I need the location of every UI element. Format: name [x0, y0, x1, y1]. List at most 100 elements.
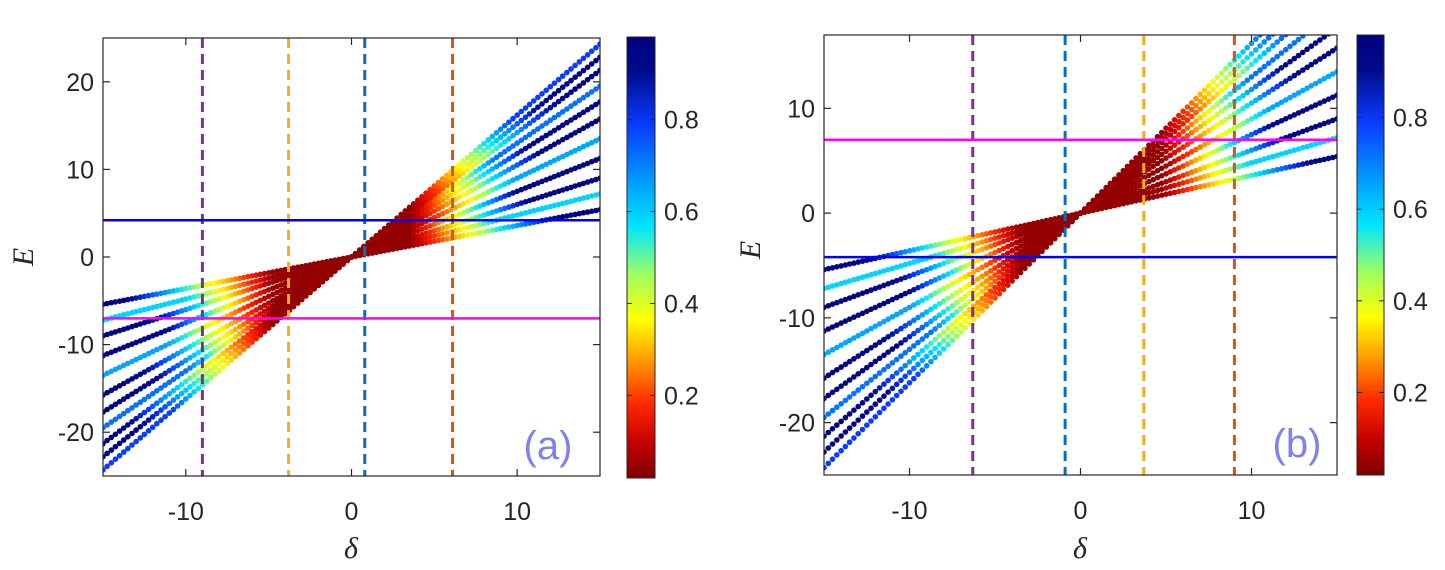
data-point: [1325, 155, 1332, 162]
data-point: [191, 380, 197, 387]
data-point: [1270, 35, 1276, 37]
data-point: [1158, 145, 1165, 152]
data-point: [220, 286, 226, 293]
data-point: [1150, 142, 1156, 149]
data-point: [489, 133, 496, 140]
data-point: [154, 410, 160, 417]
data-point: [282, 271, 289, 277]
y-tick-label: -20: [779, 410, 815, 438]
data-point: [1261, 92, 1268, 98]
data-point: [1206, 117, 1212, 124]
data-point: [825, 326, 832, 332]
data-point: [953, 237, 960, 244]
data-point: [431, 233, 438, 239]
data-point: [1137, 171, 1144, 178]
data-point: [473, 160, 479, 167]
data-point: [568, 89, 574, 95]
data-point: [1158, 180, 1165, 186]
data-point: [191, 329, 197, 335]
data-point: [228, 350, 235, 357]
data-point: [855, 403, 861, 410]
data-point: [1240, 174, 1246, 181]
data-point: [915, 299, 921, 306]
data-point: [1193, 126, 1199, 133]
data-point: [1188, 106, 1195, 113]
data-point: [1334, 25, 1340, 31]
data-point: [1244, 55, 1250, 61]
data-point: [825, 445, 832, 451]
data-point: [945, 295, 951, 302]
data-point: [1308, 104, 1315, 110]
data-point: [1022, 230, 1028, 237]
data-point: [881, 300, 887, 307]
data-point: [555, 125, 562, 131]
data-point: [108, 387, 115, 394]
data-point: [851, 435, 857, 441]
data-point: [893, 356, 900, 363]
data-point: [923, 244, 930, 250]
colorbar-tick-label: 0.8: [1393, 105, 1428, 133]
data-point: [987, 268, 994, 274]
data-point: [1005, 262, 1011, 269]
data-point: [178, 381, 185, 388]
data-point: [203, 353, 210, 360]
data-point: [1231, 125, 1238, 131]
data-point: [381, 225, 388, 232]
data-point: [154, 303, 160, 310]
data-point: [145, 393, 152, 400]
data-point: [572, 114, 578, 121]
data-point: [996, 247, 1003, 254]
data-point: [207, 332, 214, 339]
data-point: [1227, 80, 1233, 86]
data-point: [431, 208, 438, 214]
data-point: [825, 460, 832, 467]
data-point: [1227, 141, 1233, 148]
data-point: [580, 125, 587, 131]
data-point: [1201, 94, 1208, 101]
data-point: [1188, 129, 1195, 136]
data-point: [1017, 258, 1024, 264]
data-point: [183, 396, 189, 402]
data-point: [1167, 190, 1174, 197]
data-point: [979, 246, 985, 252]
data-point: [1017, 269, 1024, 276]
data-point: [1163, 130, 1169, 137]
data-point: [133, 388, 139, 395]
data-point: [996, 285, 1003, 292]
data-point: [1210, 125, 1216, 131]
data-point: [228, 320, 235, 327]
data-point: [992, 257, 998, 264]
data-point: [1223, 105, 1229, 111]
data-point: [953, 278, 960, 285]
data-point: [1304, 46, 1310, 53]
data-point: [962, 302, 968, 308]
data-point: [911, 271, 917, 278]
data-point: [261, 288, 268, 295]
data-point: [241, 346, 247, 353]
data-point: [1043, 244, 1050, 250]
data-point: [1201, 153, 1208, 159]
data-point: [1312, 158, 1319, 164]
data-point: [1304, 64, 1310, 71]
data-point: [1005, 257, 1011, 263]
data-point: [207, 351, 214, 357]
data-point: [838, 447, 844, 454]
data-point: [473, 154, 479, 160]
data-point: [220, 305, 226, 311]
data-point: [232, 333, 239, 340]
data-point: [825, 429, 832, 436]
data-point: [1188, 169, 1195, 175]
data-point: [1171, 189, 1178, 196]
data-point: [460, 184, 467, 190]
data-point: [1150, 147, 1156, 153]
data-point: [1214, 91, 1221, 97]
data-point: [1188, 149, 1195, 155]
data-point: [1193, 109, 1199, 116]
data-point: [584, 64, 591, 71]
data-point: [191, 372, 197, 379]
data-point: [456, 187, 463, 193]
data-point: [851, 390, 857, 397]
data-point: [1248, 160, 1255, 166]
data-point: [518, 211, 525, 217]
